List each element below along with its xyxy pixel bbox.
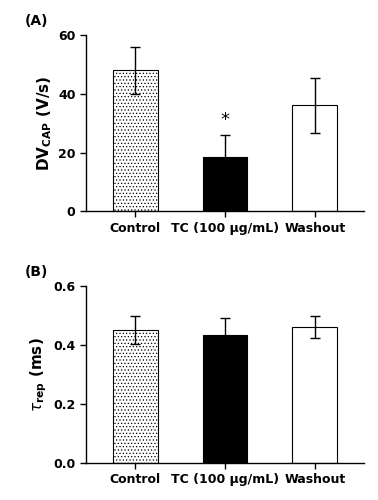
Text: (B): (B): [25, 265, 48, 279]
Bar: [203, 157, 248, 212]
Text: *: *: [220, 110, 229, 128]
Text: (A): (A): [25, 14, 48, 28]
Bar: [203, 335, 248, 462]
Bar: [113, 330, 158, 462]
Bar: [113, 70, 158, 212]
Bar: [292, 106, 337, 212]
Y-axis label: $\tau_\mathregular{rep}$ (ms): $\tau_\mathregular{rep}$ (ms): [28, 337, 49, 412]
Bar: [292, 327, 337, 462]
Y-axis label: DV$_\mathregular{CAP}$ (V/s): DV$_\mathregular{CAP}$ (V/s): [35, 76, 54, 171]
